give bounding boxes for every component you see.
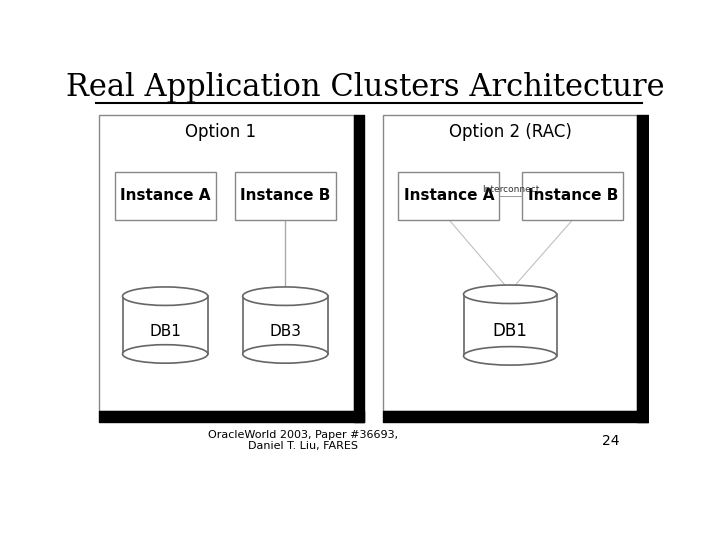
- Text: Instance B: Instance B: [240, 188, 330, 203]
- Bar: [523, 172, 624, 220]
- Text: Interconnect: Interconnect: [482, 185, 539, 194]
- Text: Option 1: Option 1: [186, 123, 256, 141]
- Ellipse shape: [464, 285, 557, 303]
- Text: Instance A: Instance A: [404, 188, 494, 203]
- Text: Option 2 (RAC): Option 2 (RAC): [449, 123, 572, 141]
- Bar: [398, 172, 499, 220]
- Text: Real Application Clusters Architecture: Real Application Clusters Architecture: [66, 72, 665, 103]
- Ellipse shape: [464, 347, 557, 365]
- Bar: [464, 294, 557, 356]
- Bar: [235, 172, 336, 220]
- Text: DB1: DB1: [149, 323, 181, 339]
- Text: DB3: DB3: [269, 323, 301, 339]
- Ellipse shape: [243, 345, 328, 363]
- Text: 24: 24: [602, 434, 619, 448]
- Text: OracleWorld 2003, Paper #36693,
Daniel T. Liu, FARES: OracleWorld 2003, Paper #36693, Daniel T…: [208, 430, 398, 451]
- Ellipse shape: [122, 345, 208, 363]
- Bar: [243, 296, 328, 354]
- Bar: [383, 115, 637, 411]
- Text: DB1: DB1: [492, 322, 528, 340]
- Ellipse shape: [122, 287, 208, 306]
- Bar: [114, 172, 215, 220]
- Bar: [99, 115, 354, 411]
- Text: Instance B: Instance B: [528, 188, 618, 203]
- Text: Instance A: Instance A: [120, 188, 210, 203]
- Bar: [122, 296, 208, 354]
- Ellipse shape: [243, 287, 328, 306]
